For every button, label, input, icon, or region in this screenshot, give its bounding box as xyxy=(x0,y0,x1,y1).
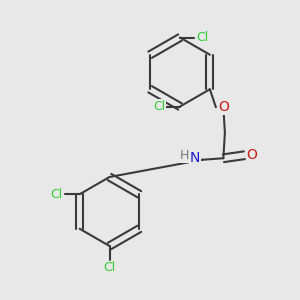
Text: H: H xyxy=(180,149,189,162)
Text: O: O xyxy=(246,148,257,162)
Text: Cl: Cl xyxy=(196,31,208,44)
Text: Cl: Cl xyxy=(103,261,116,274)
Text: Cl: Cl xyxy=(153,100,165,113)
Text: O: O xyxy=(218,100,229,114)
Text: Cl: Cl xyxy=(50,188,62,201)
Text: N: N xyxy=(190,151,200,165)
